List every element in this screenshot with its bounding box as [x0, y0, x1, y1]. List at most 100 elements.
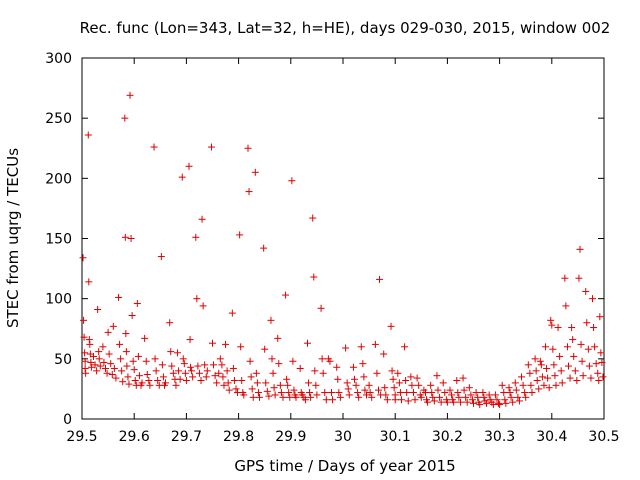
data-point [429, 393, 437, 401]
data-point [252, 369, 260, 377]
data-point [578, 357, 586, 365]
data-point [253, 379, 261, 387]
data-point [109, 322, 117, 330]
data-point [249, 393, 257, 401]
data-point [395, 379, 403, 387]
data-point [187, 363, 195, 371]
data-point [519, 381, 527, 389]
data-point [571, 367, 579, 375]
data-point [197, 376, 205, 384]
data-point [80, 333, 88, 341]
data-point [265, 392, 273, 400]
data-point [254, 389, 262, 397]
data-point [238, 376, 246, 384]
data-point [527, 381, 535, 389]
data-point [119, 378, 127, 386]
data-point [301, 396, 309, 404]
data-point [562, 302, 570, 310]
data-point [594, 369, 602, 377]
data-point [551, 372, 559, 380]
data-point [460, 386, 468, 394]
data-point [599, 373, 607, 381]
data-point [112, 374, 120, 382]
data-point [157, 253, 165, 261]
data-point [495, 399, 503, 407]
x-axis-title: GPS time / Days of year 2015 [234, 457, 455, 475]
data-point [522, 393, 530, 401]
data-point [376, 275, 384, 283]
data-point [455, 393, 463, 401]
data-point [322, 396, 330, 404]
data-point [342, 344, 350, 352]
data-point [344, 385, 352, 393]
data-point [514, 393, 522, 401]
data-point [491, 391, 499, 399]
data-point [397, 396, 405, 404]
data-point [182, 376, 190, 384]
data-point [502, 399, 510, 407]
data-point [123, 362, 131, 370]
data-point [532, 367, 540, 375]
data-point [279, 393, 287, 401]
data-point [283, 375, 291, 383]
data-point [566, 374, 574, 382]
data-point [556, 352, 564, 360]
x-tick-label: 29.6 [119, 429, 150, 445]
data-point [311, 367, 319, 375]
data-point [199, 302, 207, 310]
data-point [192, 233, 200, 241]
data-point [180, 360, 188, 368]
data-point [122, 348, 130, 356]
data-point [521, 389, 529, 397]
data-point [104, 328, 112, 336]
data-point [371, 340, 379, 348]
data-point [409, 389, 417, 397]
data-point [427, 381, 435, 389]
data-point [577, 340, 585, 348]
data-point [95, 348, 103, 356]
data-point [121, 114, 129, 122]
y-tick-label: 50 [54, 352, 72, 368]
data-point [561, 274, 569, 282]
data-point [413, 374, 421, 382]
data-point [439, 379, 447, 387]
data-point [310, 273, 318, 281]
data-point [573, 376, 581, 384]
data-point [501, 396, 509, 404]
data-point [584, 345, 592, 353]
data-point [99, 343, 107, 351]
data-point [496, 401, 504, 409]
data-point [117, 355, 125, 363]
data-point [277, 389, 285, 397]
data-point [538, 373, 546, 381]
data-point [126, 91, 134, 99]
data-point [220, 381, 228, 389]
data-point [181, 369, 189, 377]
data-point [355, 393, 363, 401]
data-point [201, 361, 209, 369]
data-point [229, 364, 237, 372]
data-point [209, 339, 216, 347]
data-point [390, 384, 398, 392]
data-point [415, 381, 423, 389]
data-point [225, 386, 233, 394]
data-point [269, 369, 277, 377]
data-point [270, 384, 278, 392]
data-point [387, 322, 395, 330]
data-point [94, 305, 102, 313]
data-point [489, 401, 497, 409]
data-point [154, 376, 162, 384]
data-point [543, 364, 551, 372]
y-tick-label: 100 [45, 292, 72, 308]
data-point [189, 373, 197, 381]
data-point [245, 188, 253, 196]
data-point [552, 381, 560, 389]
x-tick-label: 30 [334, 429, 352, 445]
data-point [178, 173, 186, 181]
data-point [441, 389, 449, 397]
data-point [446, 386, 454, 394]
data-point [129, 357, 137, 365]
data-point [433, 372, 441, 380]
data-point [130, 366, 138, 374]
data-point [524, 361, 532, 369]
